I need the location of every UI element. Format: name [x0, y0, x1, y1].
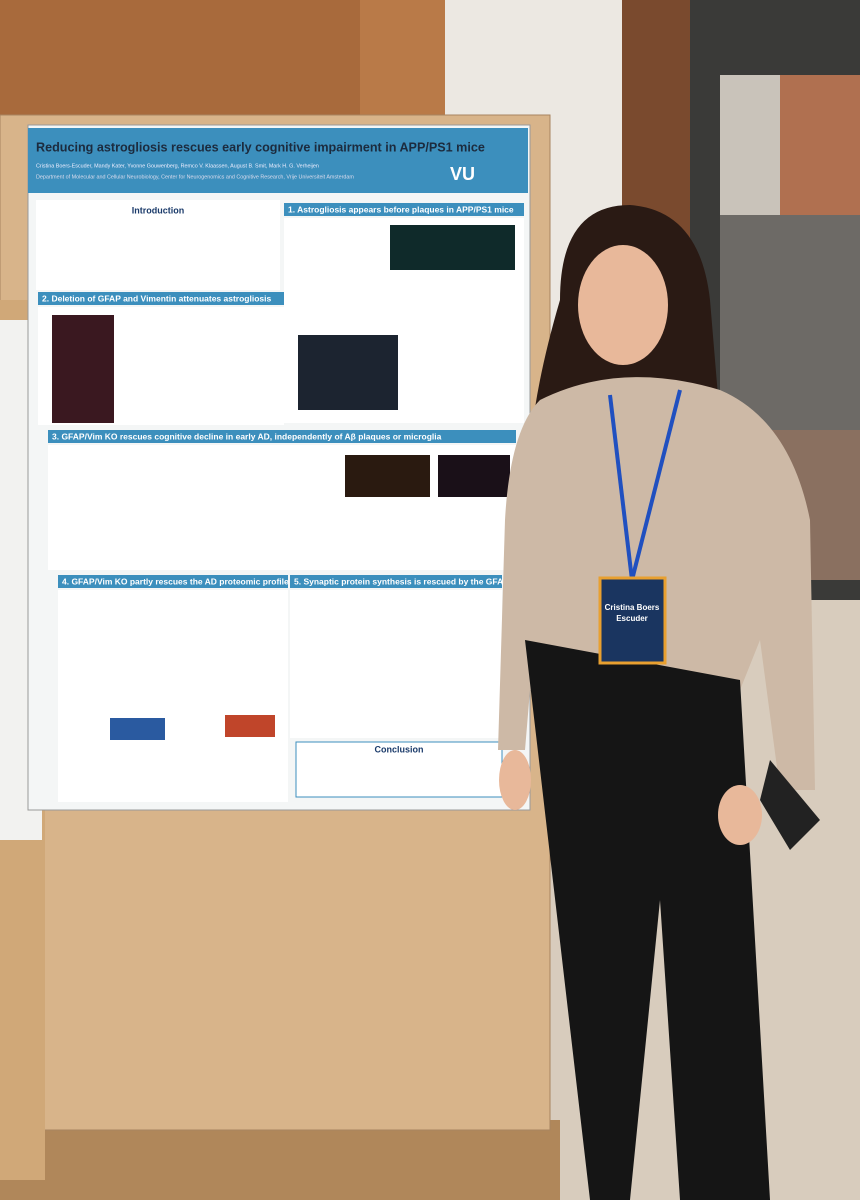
face: [578, 245, 668, 365]
floor: [0, 1120, 560, 1200]
section-bar: [38, 292, 284, 305]
micrograph: [438, 455, 510, 497]
conclusion-title: Conclusion: [375, 744, 424, 754]
micrograph: [298, 335, 398, 410]
hand: [499, 750, 531, 810]
poster-title: Reducing astrogliosis rescues early cogn…: [36, 140, 485, 154]
poster-header: [28, 128, 528, 193]
wood-panel: [360, 0, 445, 120]
section-heading: Introduction: [132, 205, 185, 215]
section-box: [58, 590, 288, 802]
micrograph: [345, 455, 430, 497]
section-bar: [284, 203, 524, 216]
section-bar: [48, 430, 516, 443]
section-bar: [58, 575, 288, 588]
badge-name: Cristina Boers: [605, 603, 660, 612]
section-box: [290, 590, 502, 738]
section-heading: 5. Synaptic protein synthesis is rescued…: [294, 576, 527, 586]
hand: [718, 785, 762, 845]
logo: VU: [450, 164, 475, 184]
badge-name: Escuder: [616, 614, 648, 623]
window-wall: [720, 215, 860, 430]
bar-figure: [225, 715, 275, 737]
lanyard: [630, 389, 682, 581]
conclusion-box: [295, 741, 503, 798]
section-heading: 1. Astrogliosis appears before plaques i…: [288, 204, 514, 214]
poster-affiliation: Department of Molecular and Cellular Neu…: [36, 174, 354, 180]
poster-authors: Cristina Boers-Escuder, Mandy Kater, Yvo…: [36, 163, 319, 169]
section-heading: 4. GFAP/Vim KO partly rescues the AD pro…: [62, 576, 289, 586]
building: [780, 75, 860, 215]
section-heading: 3. GFAP/Vim KO rescues cognitive decline…: [52, 431, 442, 441]
trousers: [525, 640, 770, 1200]
micrograph: [52, 315, 114, 423]
section-heading: 2. Deletion of GFAP and Vimentin attenua…: [42, 293, 272, 303]
section-box: [36, 200, 280, 290]
lanyard: [608, 394, 634, 581]
section-bar: [290, 575, 502, 588]
bar-figure: [110, 718, 165, 740]
bag: [760, 760, 820, 850]
micrograph: [390, 225, 515, 270]
badge: [598, 576, 667, 665]
